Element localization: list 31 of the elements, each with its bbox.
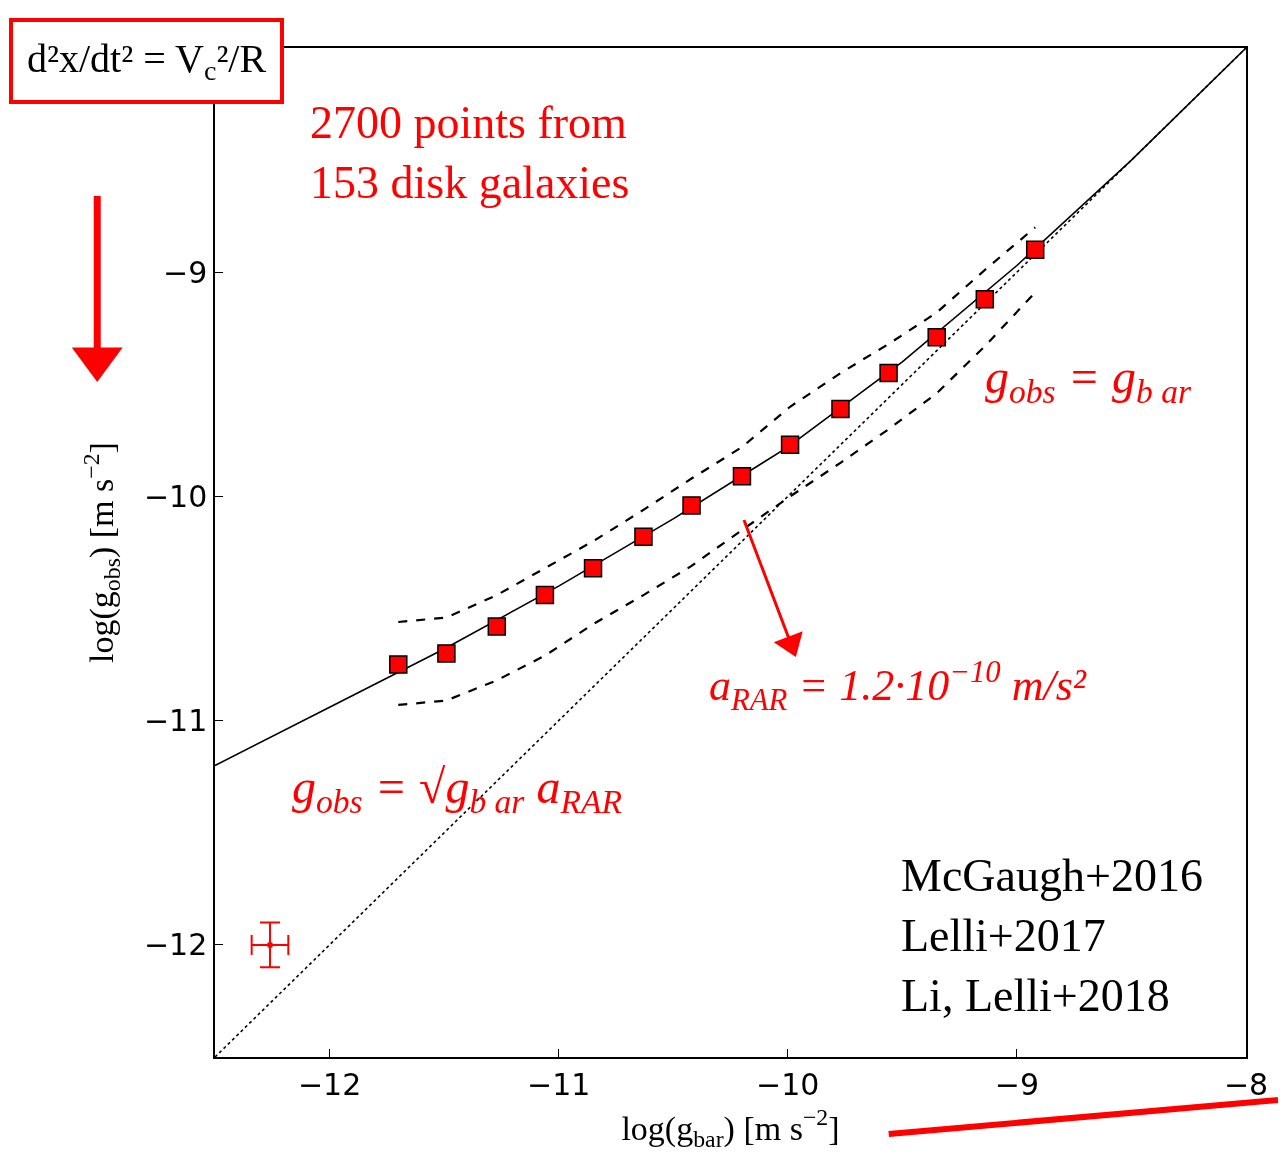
point — [634, 527, 653, 547]
y-tick-label: −11 — [143, 703, 208, 739]
point — [682, 496, 701, 515]
annotation: 2700 points from 153 disk galaxies — [310, 97, 630, 208]
point — [927, 328, 946, 347]
point — [535, 585, 555, 605]
point — [1025, 240, 1045, 260]
point — [879, 363, 898, 383]
x-tick-label: −11 — [527, 1066, 591, 1102]
point — [487, 617, 507, 636]
point — [732, 467, 752, 486]
annotation: a$_{RAR}$ = 1.2·10$^{−10}$ m/s² — [709, 655, 1087, 717]
y-tick-label: −12 — [143, 927, 208, 963]
x-tick-label: −8 — [1223, 1066, 1269, 1102]
annotation: g$_{obs}$ = g$_{b ar}$ — [985, 350, 1193, 411]
x-tick-label: −9 — [994, 1066, 1040, 1102]
x-tick-label: −12 — [297, 1066, 362, 1102]
point — [831, 399, 850, 419]
point — [437, 644, 456, 663]
annotation: d²x/dt² = V$_{c}$²/R — [27, 36, 267, 87]
annotation: McGaugh+2016 Lelli+2017 Li, Lelli+2018 — [901, 850, 1203, 1021]
point — [780, 435, 800, 455]
point — [266, 941, 273, 948]
point — [583, 558, 603, 578]
annotation: g$_{obs}$ = √g$_{b ar}$ a$_{RAR}$ — [292, 760, 622, 821]
y-tick-label: −10 — [143, 478, 208, 514]
x-axis-title: log(g$_{bar}$) [m s$^{−2}$] — [621, 1104, 840, 1152]
point — [975, 289, 995, 309]
x-tick-label: −10 — [756, 1066, 820, 1102]
point — [389, 655, 408, 674]
y-tick-label: −9 — [163, 254, 208, 290]
